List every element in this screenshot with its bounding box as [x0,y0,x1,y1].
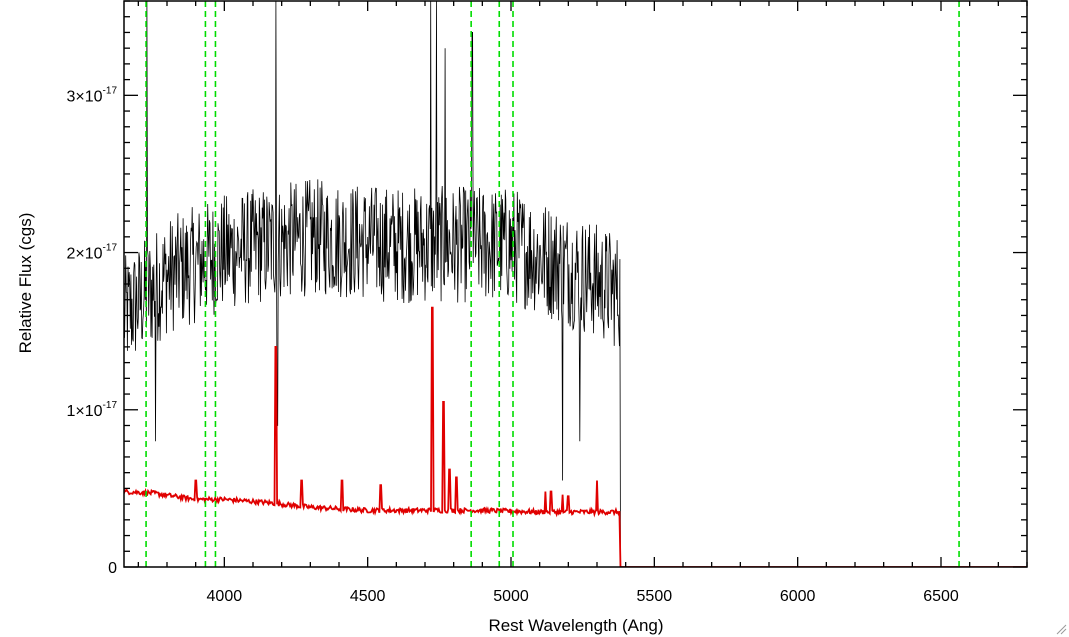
y-tick-label: 1×10-17 [67,400,118,420]
x-axis-label: Rest Wavelength (Ang) [488,616,663,635]
x-tick-label: 5500 [637,588,673,605]
axes: 4000 4500 5000 5500 6000 6500 0 1×10-17 2×10-17 3… [67,0,1028,605]
x-tick-label: 4500 [350,588,386,605]
plot-frame [123,0,1028,568]
x-tick-label: 6500 [923,588,959,605]
x-tick-label: 4000 [207,588,243,605]
plot-area [124,1,1027,567]
y-tick-label: 0 [108,560,117,577]
x-tick-label: 6000 [780,588,816,605]
x-tick-label: 5000 [493,588,529,605]
model-line [124,306,1027,567]
series-group [124,1,1027,567]
y-tick-label: 2×10-17 [67,243,118,263]
y-tick-label: 3×10-17 [67,85,118,105]
resize-grip-icon[interactable] [1055,623,1067,635]
y-axis-label: Relative Flux (cgs) [16,213,35,354]
spectrum-line [124,1,621,567]
